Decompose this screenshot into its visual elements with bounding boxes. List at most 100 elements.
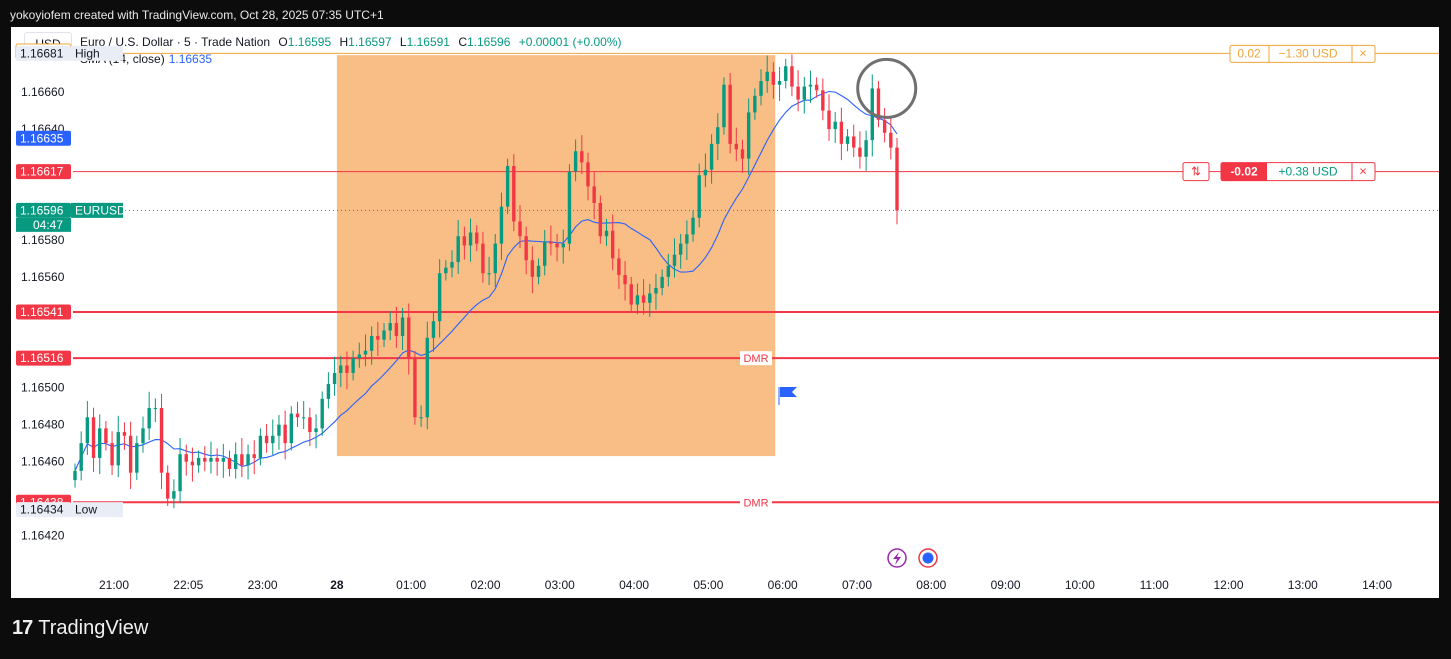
candle-body-44 [345, 365, 349, 373]
candle-body-132 [889, 132, 893, 148]
price-label-3: 1.16617 [20, 165, 64, 179]
entry-qty: -0.02 [1230, 165, 1258, 179]
candle-body-45 [351, 358, 355, 373]
candle-body-97 [672, 254, 677, 266]
x-tick-label-10: 07:00 [842, 578, 872, 592]
candle-body-41 [326, 384, 331, 399]
candle-body-123 [833, 121, 837, 130]
candle-body-20 [196, 457, 201, 466]
candle-body-127 [858, 147, 862, 157]
x-tick-label-14: 11:00 [1140, 578, 1169, 592]
candle-body-98 [678, 243, 683, 255]
candle-body-104 [716, 127, 720, 144]
candle-body-49 [376, 335, 380, 340]
candle-body-86 [604, 230, 609, 237]
reverse-icon[interactable]: ⇅ [1191, 165, 1201, 179]
candle-body-2 [85, 417, 90, 444]
candle-body-3 [91, 417, 96, 458]
candle-body-85 [598, 202, 603, 237]
change-value: +0.00001 (+0.00%) [518, 35, 622, 49]
candle-body-19 [190, 461, 195, 466]
sma-value: 1.16635 [168, 52, 213, 66]
candle-body-88 [617, 258, 621, 276]
price-label-6: 1.16516 [20, 351, 64, 365]
candle-body-87 [610, 230, 615, 259]
candle-body-116 [790, 66, 794, 87]
sma-line [74, 90, 898, 472]
tp-qty: 0.02 [1237, 46, 1261, 60]
x-tick-label-6: 03:00 [545, 578, 575, 592]
level-label-2: DMR [743, 497, 768, 509]
y-tick-label-7: 1.16660 [21, 85, 65, 99]
entry-pnl: +0.38 USD [1278, 165, 1337, 179]
candle-body-50 [382, 330, 386, 340]
price-tag-bg-1 [71, 45, 123, 61]
candle-body-95 [660, 276, 664, 288]
high-label: H [339, 35, 349, 49]
candle-body-33 [277, 424, 281, 436]
price-label-bg-5 [16, 304, 71, 320]
price-label-8: 1.16434 [20, 503, 64, 517]
candle-body-65 [475, 232, 479, 244]
candle-body-17 [178, 454, 182, 492]
candlestick-chart[interactable]: DMR DMR 1.16420 1.16460 1.16480 1.16500 1.165… [11, 27, 1439, 598]
x-tick-label-8: 05:00 [693, 578, 723, 592]
level-label-bg-1 [740, 351, 772, 366]
entry-close-icon[interactable]: × [1359, 164, 1367, 179]
y-tick-label-3: 1.16500 [21, 381, 65, 395]
reverse-button[interactable] [1182, 162, 1210, 182]
candle-body-72 [518, 221, 522, 237]
candle-body-118 [802, 86, 806, 100]
candle-body-115 [784, 66, 788, 82]
candle-body-16 [172, 491, 176, 499]
candle-body-130 [876, 88, 881, 120]
candle-body-14 [159, 408, 164, 473]
candle-body-46 [357, 354, 362, 359]
candle-body-117 [796, 86, 800, 100]
candle-body-22 [209, 457, 213, 462]
candle-body-90 [629, 284, 633, 305]
candle-body-58 [431, 321, 436, 338]
candle-body-112 [765, 71, 769, 82]
candle-body-94 [654, 287, 658, 294]
candle-body-80 [567, 171, 572, 244]
candle-body-57 [425, 337, 429, 418]
candle-body-43 [339, 365, 343, 373]
candle-body-82 [580, 151, 584, 163]
candle-body-7 [116, 432, 120, 466]
candle-body-32 [271, 435, 275, 444]
x-tick-label-11: 08:00 [916, 578, 946, 592]
price-label-bg-4 [16, 202, 71, 218]
low-label: L [399, 35, 407, 49]
candle-body-103 [709, 143, 714, 170]
candle-body-15 [166, 472, 170, 499]
close-value: 1.16596 [467, 35, 511, 49]
level-label-bg-2 [740, 495, 772, 510]
tp-box[interactable] [1229, 44, 1376, 63]
candle-body-113 [771, 71, 776, 85]
candle-body-60 [444, 267, 448, 274]
candle-body-122 [827, 110, 831, 130]
candle-body-24 [221, 457, 226, 462]
candle-body-73 [524, 236, 528, 261]
y-tick-label-5: 1.16580 [21, 233, 65, 247]
chart-panel[interactable]: USD Euro / U.S. Dollar · 5 · Trade Natio… [11, 27, 1439, 598]
open-label: O [278, 35, 288, 49]
price-label-4: 1.16596 [20, 203, 64, 217]
candle-body-11 [141, 428, 145, 444]
level-label-1: DMR [743, 353, 768, 365]
x-tick-label-12: 09:00 [991, 578, 1021, 592]
high-value: 1.16597 [348, 35, 392, 49]
tp-close-icon[interactable]: × [1359, 45, 1367, 60]
circle-annotation [856, 57, 918, 119]
candle-body-75 [536, 265, 541, 277]
candle-body-108 [740, 149, 745, 159]
y-tick-label-4: 1.16560 [21, 270, 65, 284]
candle-body-4 [98, 428, 102, 458]
candle-body-59 [437, 273, 442, 322]
low-value: 1.16591 [406, 35, 450, 49]
candle-body-124 [839, 121, 844, 144]
candle-body-81 [573, 151, 578, 172]
x-tick-label-16: 13:00 [1288, 578, 1318, 592]
author-credit: yokoyiofem created with TradingView.com,… [10, 8, 384, 22]
